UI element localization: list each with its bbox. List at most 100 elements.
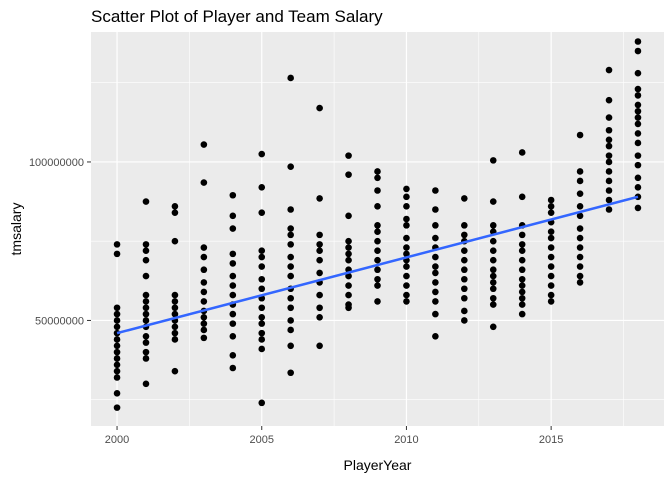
- data-point: [345, 244, 352, 251]
- data-point: [113, 355, 121, 362]
- data-point: [461, 275, 468, 283]
- data-point: [461, 231, 468, 239]
- data-point: [432, 298, 439, 305]
- data-point: [200, 141, 208, 148]
- data-point: [142, 247, 150, 255]
- data-point: [316, 104, 323, 112]
- data-point: [518, 275, 526, 283]
- data-point: [461, 195, 468, 202]
- data-point: [171, 336, 179, 343]
- data-point: [316, 342, 323, 350]
- data-point: [547, 244, 555, 251]
- data-point: [576, 234, 584, 242]
- trend-line: [116, 195, 639, 335]
- data-point: [142, 198, 150, 205]
- data-point: [547, 196, 555, 204]
- data-point: [518, 310, 526, 318]
- data-point: [374, 282, 381, 289]
- data-point: [258, 247, 266, 255]
- data-point: [403, 272, 410, 280]
- data-point: [142, 256, 150, 264]
- data-point: [489, 279, 497, 286]
- data-point: [489, 285, 497, 293]
- data-point: [461, 317, 468, 324]
- x-tick-label: 2010: [394, 434, 418, 446]
- data-point: [461, 256, 468, 264]
- data-point: [432, 263, 439, 270]
- data-point: [634, 174, 642, 182]
- data-point: [518, 301, 526, 308]
- data-point: [113, 374, 121, 381]
- data-point: [634, 139, 642, 147]
- data-point: [287, 263, 294, 270]
- data-point: [403, 185, 410, 193]
- data-point: [518, 266, 526, 274]
- data-point: [258, 184, 266, 191]
- data-point: [634, 184, 642, 191]
- data-point: [634, 47, 642, 55]
- data-point: [316, 247, 323, 255]
- data-point: [432, 206, 439, 213]
- data-point: [142, 355, 150, 362]
- data-point: [258, 313, 266, 321]
- data-point: [200, 244, 208, 251]
- data-point: [287, 369, 294, 377]
- data-point: [142, 272, 150, 280]
- data-point: [576, 279, 584, 286]
- data-point: [461, 285, 468, 293]
- data-point: [171, 298, 179, 305]
- data-point: [518, 247, 526, 255]
- data-point: [605, 142, 613, 150]
- data-point: [345, 291, 352, 299]
- data-point: [461, 266, 468, 274]
- data-point: [518, 231, 526, 239]
- data-point: [200, 288, 208, 296]
- data-point: [374, 298, 381, 305]
- data-point: [489, 294, 497, 302]
- data-point: [229, 272, 237, 280]
- data-point: [432, 269, 439, 277]
- data-point: [605, 177, 613, 185]
- data-point: [316, 256, 323, 264]
- data-point: [113, 390, 121, 397]
- data-point: [489, 237, 497, 245]
- data-point: [547, 282, 555, 289]
- data-point: [576, 168, 584, 175]
- data-point: [171, 209, 179, 216]
- data-point: [287, 206, 294, 213]
- data-point: [461, 247, 468, 255]
- data-point: [489, 157, 497, 164]
- data-point: [489, 266, 497, 274]
- data-point: [634, 92, 642, 99]
- data-point: [461, 307, 468, 315]
- data-point: [634, 101, 642, 109]
- x-axis-ticks: 2000 2005 2010 2015: [105, 426, 563, 446]
- data-point: [287, 74, 294, 82]
- data-point: [576, 177, 584, 185]
- data-point: [345, 237, 352, 245]
- data-point: [287, 326, 294, 334]
- data-point: [171, 237, 179, 245]
- data-point: [403, 222, 410, 229]
- data-point: [200, 179, 208, 186]
- data-point: [489, 256, 497, 264]
- data-point: [489, 247, 497, 255]
- data-point: [576, 263, 584, 270]
- data-point: [113, 250, 121, 258]
- data-point: [403, 282, 410, 289]
- data-point: [345, 272, 352, 280]
- data-point: [229, 212, 237, 220]
- data-point: [316, 195, 323, 202]
- data-point: [345, 282, 352, 289]
- chart-title: Scatter Plot of Player and Team Salary: [91, 7, 383, 26]
- data-point: [403, 263, 410, 270]
- data-point: [374, 187, 381, 194]
- data-point: [316, 291, 323, 299]
- data-point: [287, 253, 294, 261]
- data-point: [142, 241, 150, 248]
- data-point: [576, 272, 584, 280]
- data-point: [403, 215, 410, 223]
- data-point: [345, 152, 352, 159]
- data-point: [489, 301, 497, 308]
- data-point: [113, 323, 121, 331]
